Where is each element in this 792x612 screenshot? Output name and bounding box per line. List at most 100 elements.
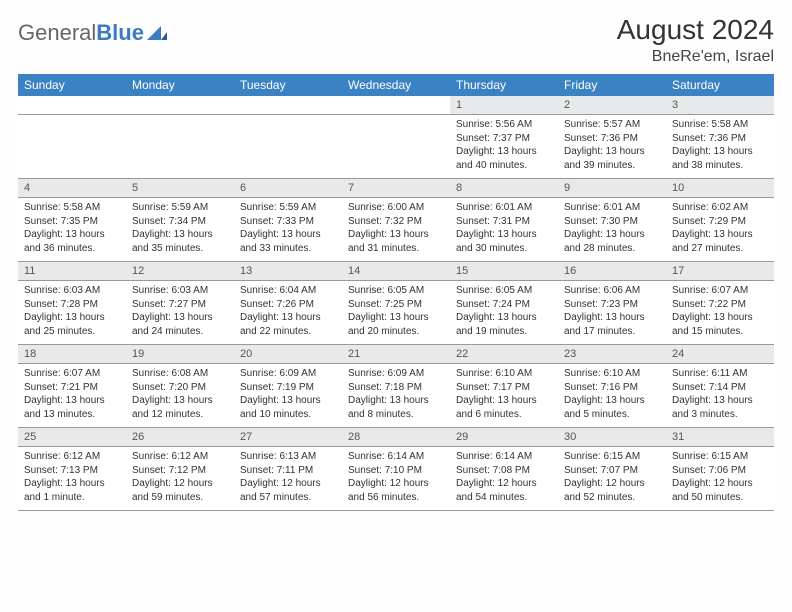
daylight-text-2: and 6 minutes.: [456, 408, 552, 422]
day-cell: Sunrise: 6:09 AMSunset: 7:19 PMDaylight:…: [234, 364, 342, 428]
day-number: 19: [126, 345, 234, 364]
sunset-text: Sunset: 7:36 PM: [564, 132, 660, 146]
sunrise-text: Sunrise: 6:15 AM: [564, 450, 660, 464]
day-number: 20: [234, 345, 342, 364]
day-cell: Sunrise: 5:59 AMSunset: 7:34 PMDaylight:…: [126, 198, 234, 262]
sunset-text: Sunset: 7:13 PM: [24, 464, 120, 478]
day-cell: Sunrise: 5:57 AMSunset: 7:36 PMDaylight:…: [558, 115, 666, 179]
day-number: 9: [558, 179, 666, 198]
day-number: [234, 96, 342, 115]
daylight-text-2: and 50 minutes.: [672, 491, 768, 505]
sunset-text: Sunset: 7:33 PM: [240, 215, 336, 229]
day-cell: Sunrise: 6:07 AMSunset: 7:21 PMDaylight:…: [18, 364, 126, 428]
sunrise-text: Sunrise: 5:57 AM: [564, 118, 660, 132]
sunrise-text: Sunrise: 6:12 AM: [24, 450, 120, 464]
daylight-text-2: and 31 minutes.: [348, 242, 444, 256]
day-number: 15: [450, 262, 558, 281]
day-number: 1: [450, 96, 558, 115]
daylight-text: Daylight: 12 hours: [240, 477, 336, 491]
daylight-text: Daylight: 12 hours: [456, 477, 552, 491]
logo-text: GeneralBlue: [18, 20, 144, 46]
day-header: Sunday: [18, 74, 126, 96]
day-number: 8: [450, 179, 558, 198]
content-row: Sunrise: 6:07 AMSunset: 7:21 PMDaylight:…: [18, 364, 774, 428]
day-number: 17: [666, 262, 774, 281]
day-number: 29: [450, 428, 558, 447]
day-number: 11: [18, 262, 126, 281]
day-header: Tuesday: [234, 74, 342, 96]
daylight-text-2: and 17 minutes.: [564, 325, 660, 339]
sunset-text: Sunset: 7:22 PM: [672, 298, 768, 312]
sunset-text: Sunset: 7:14 PM: [672, 381, 768, 395]
daylight-text: Daylight: 13 hours: [564, 311, 660, 325]
day-number: 28: [342, 428, 450, 447]
day-cell: Sunrise: 6:01 AMSunset: 7:31 PMDaylight:…: [450, 198, 558, 262]
daylight-text: Daylight: 13 hours: [132, 311, 228, 325]
daylight-text-2: and 33 minutes.: [240, 242, 336, 256]
day-cell: Sunrise: 6:11 AMSunset: 7:14 PMDaylight:…: [666, 364, 774, 428]
sunset-text: Sunset: 7:31 PM: [456, 215, 552, 229]
sunrise-text: Sunrise: 6:09 AM: [348, 367, 444, 381]
location-label: BneRe'em, Israel: [617, 48, 774, 66]
day-cell: Sunrise: 6:05 AMSunset: 7:24 PMDaylight:…: [450, 281, 558, 345]
daylight-text: Daylight: 13 hours: [24, 477, 120, 491]
daylight-text-2: and 30 minutes.: [456, 242, 552, 256]
daynum-row: 25262728293031: [18, 428, 774, 447]
daylight-text: Daylight: 13 hours: [240, 394, 336, 408]
day-number: [342, 96, 450, 115]
daylight-text: Daylight: 13 hours: [672, 228, 768, 242]
header: GeneralBlue August 2024 BneRe'em, Israel: [18, 14, 774, 66]
day-cell: Sunrise: 6:05 AMSunset: 7:25 PMDaylight:…: [342, 281, 450, 345]
daylight-text: Daylight: 13 hours: [564, 145, 660, 159]
sunrise-text: Sunrise: 6:01 AM: [456, 201, 552, 215]
daylight-text: Daylight: 13 hours: [564, 228, 660, 242]
sunrise-text: Sunrise: 6:05 AM: [348, 284, 444, 298]
day-cell: Sunrise: 5:56 AMSunset: 7:37 PMDaylight:…: [450, 115, 558, 179]
daylight-text: Daylight: 12 hours: [132, 477, 228, 491]
day-number: 26: [126, 428, 234, 447]
day-cell: Sunrise: 6:02 AMSunset: 7:29 PMDaylight:…: [666, 198, 774, 262]
logo-mark-icon: [147, 26, 167, 40]
daylight-text-2: and 40 minutes.: [456, 159, 552, 173]
sunset-text: Sunset: 7:19 PM: [240, 381, 336, 395]
day-number: 18: [18, 345, 126, 364]
day-number: 12: [126, 262, 234, 281]
day-number: 16: [558, 262, 666, 281]
sunrise-text: Sunrise: 6:08 AM: [132, 367, 228, 381]
day-cell: Sunrise: 6:09 AMSunset: 7:18 PMDaylight:…: [342, 364, 450, 428]
day-number: 5: [126, 179, 234, 198]
daylight-text: Daylight: 13 hours: [672, 394, 768, 408]
daylight-text: Daylight: 13 hours: [672, 311, 768, 325]
day-number: 31: [666, 428, 774, 447]
daylight-text: Daylight: 13 hours: [132, 228, 228, 242]
logo: GeneralBlue: [18, 20, 167, 46]
daylight-text-2: and 10 minutes.: [240, 408, 336, 422]
logo-part2: Blue: [96, 20, 144, 45]
daynum-row: 45678910: [18, 179, 774, 198]
sunset-text: Sunset: 7:27 PM: [132, 298, 228, 312]
daylight-text: Daylight: 13 hours: [456, 311, 552, 325]
sunrise-text: Sunrise: 5:56 AM: [456, 118, 552, 132]
day-cell: Sunrise: 6:13 AMSunset: 7:11 PMDaylight:…: [234, 447, 342, 511]
daylight-text-2: and 3 minutes.: [672, 408, 768, 422]
sunrise-text: Sunrise: 6:14 AM: [456, 450, 552, 464]
day-header: Monday: [126, 74, 234, 96]
daylight-text: Daylight: 13 hours: [348, 394, 444, 408]
day-cell: Sunrise: 6:10 AMSunset: 7:17 PMDaylight:…: [450, 364, 558, 428]
day-cell: Sunrise: 6:15 AMSunset: 7:06 PMDaylight:…: [666, 447, 774, 511]
daylight-text-2: and 12 minutes.: [132, 408, 228, 422]
sunset-text: Sunset: 7:21 PM: [24, 381, 120, 395]
calendar-table: SundayMondayTuesdayWednesdayThursdayFrid…: [18, 74, 774, 511]
day-cell: Sunrise: 6:00 AMSunset: 7:32 PMDaylight:…: [342, 198, 450, 262]
sunset-text: Sunset: 7:34 PM: [132, 215, 228, 229]
day-header-row: SundayMondayTuesdayWednesdayThursdayFrid…: [18, 74, 774, 96]
day-number: 22: [450, 345, 558, 364]
daylight-text: Daylight: 13 hours: [672, 145, 768, 159]
daylight-text-2: and 24 minutes.: [132, 325, 228, 339]
daylight-text: Daylight: 13 hours: [456, 394, 552, 408]
content-row: Sunrise: 6:12 AMSunset: 7:13 PMDaylight:…: [18, 447, 774, 511]
daylight-text: Daylight: 13 hours: [240, 228, 336, 242]
daylight-text-2: and 5 minutes.: [564, 408, 660, 422]
sunrise-text: Sunrise: 6:12 AM: [132, 450, 228, 464]
daynum-row: 123: [18, 96, 774, 115]
